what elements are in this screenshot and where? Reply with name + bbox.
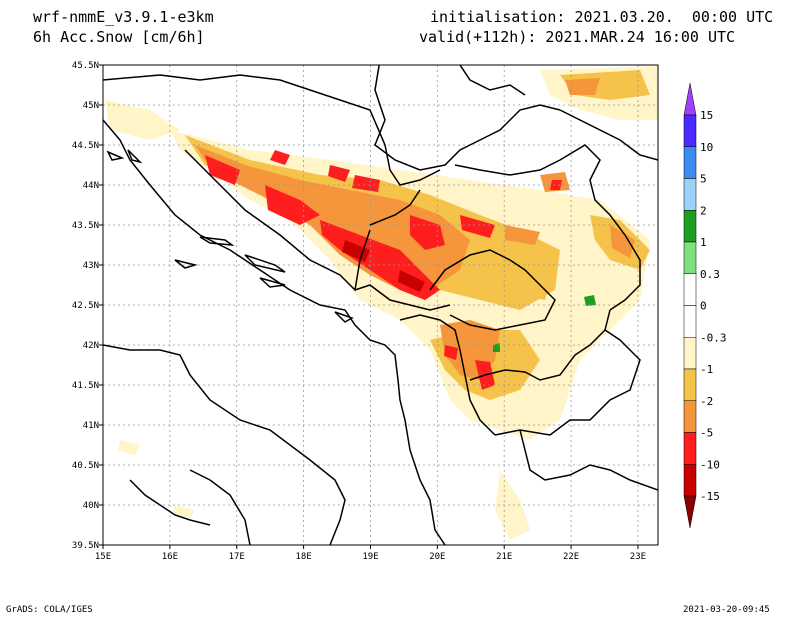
snow-5cm-areas bbox=[205, 150, 562, 390]
lon-tick-label: 16E bbox=[162, 552, 178, 562]
lon-tick-label: 20E bbox=[429, 552, 445, 562]
lat-tick-label: 45.5N bbox=[72, 61, 99, 71]
lat-tick-label: 42N bbox=[83, 341, 99, 351]
colorbar-label: -10 bbox=[700, 458, 720, 471]
colorbar-swatch bbox=[683, 432, 697, 465]
island-3 bbox=[174, 259, 198, 269]
lat-tick-label: 44N bbox=[83, 181, 99, 191]
colorbar-label: -1 bbox=[700, 363, 713, 376]
colorbar-swatch bbox=[683, 273, 697, 306]
colorbar-label: -2 bbox=[700, 395, 713, 408]
colorbar-swatch bbox=[683, 337, 697, 370]
greece-border bbox=[494, 329, 641, 436]
footer-timestamp: 2021-03-20-09:45 bbox=[683, 605, 770, 615]
field-title: 6h Acc.Snow [cm/6h] bbox=[33, 28, 205, 46]
lat-tick-label: 41.5N bbox=[72, 381, 99, 391]
italy-coast bbox=[103, 344, 346, 545]
colorbar: 15 10 5 2 1 0.3 0 -0.3 -1 -2 -5 -10 -15 bbox=[683, 82, 727, 529]
bulgaria-north bbox=[559, 109, 658, 161]
island-2 bbox=[244, 254, 286, 273]
colorbar-label: 0.3 bbox=[700, 268, 720, 281]
island-4 bbox=[259, 277, 286, 288]
macedonia-border bbox=[469, 309, 611, 381]
kosovo-border bbox=[429, 249, 556, 331]
lon-tick-label: 17E bbox=[229, 552, 245, 562]
footer-grads-credit: GrADS: COLA/IGES bbox=[6, 605, 93, 615]
colorbar-label: 5 bbox=[700, 173, 707, 186]
colorbar-label: 1 bbox=[700, 236, 707, 249]
lon-tick-label: 18E bbox=[295, 552, 311, 562]
colorbar-label: 10 bbox=[700, 141, 713, 154]
lat-tick-label: 40N bbox=[83, 501, 99, 511]
colorbar-label: 2 bbox=[700, 204, 707, 217]
initialisation-time: initialisation: 2021.03.20. 00:00 UTC bbox=[430, 8, 774, 26]
colorbar-label: 0 bbox=[700, 300, 707, 313]
colorbar-swatch bbox=[683, 146, 697, 179]
colorbar-label: -15 bbox=[700, 490, 720, 503]
lat-tick-label: 40.5N bbox=[72, 461, 99, 471]
serbia-west bbox=[369, 189, 421, 226]
lat-tick-label: 45N bbox=[83, 101, 99, 111]
longitude-ticks: 15E 16E 17E 18E 19E 20E 21E 22E 23E bbox=[95, 545, 646, 562]
serbia-north bbox=[374, 65, 561, 171]
greece-north-coast bbox=[519, 429, 658, 491]
bosnia-border bbox=[184, 149, 371, 292]
colorbar-swatch bbox=[683, 400, 697, 433]
hungary-border bbox=[459, 65, 526, 96]
valid-time: valid(+112h): 2021.MAR.24 16:00 UTC bbox=[419, 28, 736, 46]
lon-tick-label: 21E bbox=[496, 552, 512, 562]
map-grid bbox=[103, 65, 658, 545]
adriatic-east-coast bbox=[103, 119, 446, 545]
lat-tick-label: 43N bbox=[83, 261, 99, 271]
lon-tick-label: 19E bbox=[362, 552, 378, 562]
island-5 bbox=[127, 149, 143, 164]
island-7 bbox=[334, 311, 354, 323]
serbia-bulgaria bbox=[454, 144, 641, 311]
island-6 bbox=[106, 150, 125, 161]
lat-tick-label: 43.5N bbox=[72, 221, 99, 231]
colorbar-swatch bbox=[683, 464, 697, 497]
colorbar-swatch bbox=[683, 368, 697, 401]
latitude-ticks: 45.5N 45N 44.5N 44N 43.5N 43N 42.5N 42N 41.5N 41N… bbox=[72, 61, 103, 551]
colorbar-bottom-arrow bbox=[683, 495, 697, 529]
albania-border bbox=[399, 314, 496, 436]
colorbar-swatch bbox=[683, 210, 697, 243]
lon-tick-label: 23E bbox=[630, 552, 646, 562]
lat-tick-label: 39.5N bbox=[72, 541, 99, 551]
colorbar-swatch bbox=[683, 305, 697, 338]
italy-gulf bbox=[129, 479, 211, 526]
lon-tick-label: 15E bbox=[95, 552, 111, 562]
lat-tick-label: 44.5N bbox=[72, 141, 99, 151]
colorbar-top-arrow bbox=[683, 82, 697, 116]
lat-tick-label: 41N bbox=[83, 421, 99, 431]
colorbar-swatch bbox=[683, 178, 697, 211]
colorbar-label: -5 bbox=[700, 427, 713, 440]
colorbar-swatch bbox=[683, 114, 697, 147]
coastlines-and-borders bbox=[103, 65, 658, 545]
lat-tick-label: 42.5N bbox=[72, 301, 99, 311]
snow-field bbox=[103, 65, 658, 545]
croatia-border bbox=[103, 74, 441, 186]
lon-tick-label: 22E bbox=[563, 552, 579, 562]
serbia-montenegro bbox=[354, 284, 451, 311]
colorbar-label: -0.3 bbox=[700, 331, 727, 344]
italy-heel bbox=[189, 469, 251, 545]
snow-10cm-areas bbox=[342, 240, 425, 292]
island-1 bbox=[199, 236, 235, 246]
model-title: wrf-nmmE_v3.9.1-e3km bbox=[33, 8, 214, 26]
colorbar-label: 15 bbox=[700, 109, 713, 122]
colorbar-swatch bbox=[683, 241, 697, 274]
